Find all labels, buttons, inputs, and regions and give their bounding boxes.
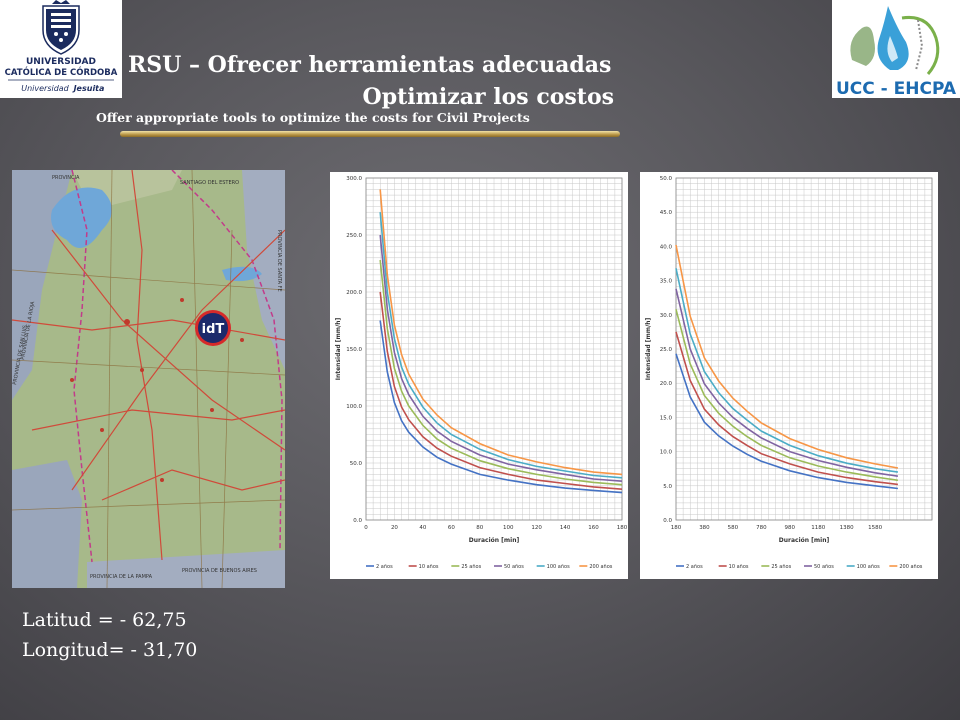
x-tick-label: 40 [419, 525, 426, 531]
x-tick-label: 180 [671, 525, 682, 531]
series-line-3 [379, 234, 623, 482]
series-line-2 [379, 260, 623, 486]
logo-line4: Jesuita [72, 84, 105, 93]
plot-frame [675, 177, 933, 521]
x-tick-label: 120 [531, 525, 542, 531]
legend-label-4: 100 años [857, 564, 880, 570]
map-label-santa-fe: PROVINCIA DE SANTA FE [276, 230, 282, 292]
series-line-5 [379, 189, 623, 476]
series-line-0 [675, 353, 898, 490]
x-tick-label: 780 [756, 525, 767, 531]
y-tick-label: 150.0 [346, 347, 362, 353]
map-label-buenos-aires: PROVINCIA DE BUENOS AIRES [182, 568, 257, 574]
ucc-university-logo: UNIVERSIDAD CATÓLICA DE CÓRDOBA Universi… [0, 0, 122, 98]
idt-marker-label: idT [202, 322, 225, 337]
x-tick-label: 160 [588, 525, 599, 531]
y-tick-label: 5.0 [663, 484, 672, 490]
y-tick-label: 0.0 [663, 518, 672, 524]
series-line-4 [675, 268, 899, 473]
x-axis-label: Duración [min] [469, 537, 520, 544]
y-tick-label: 0.0 [353, 518, 362, 524]
gold-divider [120, 131, 620, 137]
y-tick-label: 50.0 [350, 461, 363, 467]
map-label-la-pampa: PROVINCIA DE LA PAMPA [90, 574, 153, 580]
series-line-3 [675, 288, 899, 477]
y-tick-label: 45.0 [660, 210, 673, 216]
y-tick-label: 250.0 [346, 233, 362, 239]
ucc-shield-icon: UNIVERSIDAD CATÓLICA DE CÓRDOBA Universi… [5, 0, 118, 93]
x-tick-label: 580 [728, 525, 739, 531]
x-tick-label: 80 [476, 525, 483, 531]
legend-label-1: 10 años [419, 564, 439, 570]
series-line-2 [675, 309, 899, 482]
series-line-1 [675, 331, 898, 486]
y-tick-label: 15.0 [660, 415, 673, 421]
y-tick-label: 200.0 [346, 290, 362, 296]
x-tick-label: 1380 [840, 525, 854, 531]
legend-label-4: 100 años [547, 564, 570, 570]
legend-label-0: 2 años [376, 564, 393, 570]
y-tick-label: 100.0 [346, 404, 362, 410]
series-line-0 [379, 320, 623, 494]
legend-label-3: 50 años [814, 564, 834, 570]
series-line-1 [379, 291, 623, 490]
x-tick-label: 1580 [868, 525, 882, 531]
y-tick-label: 35.0 [660, 279, 673, 285]
x-tick-label: 380 [699, 525, 710, 531]
water-drop-icon: UCC - EHCPA [836, 6, 957, 99]
page-subtitle: Offer appropriate tools to optimize the … [96, 110, 530, 125]
legend-label-0: 2 años [686, 564, 703, 570]
legend-label-5: 200 años [899, 564, 922, 570]
y-tick-label: 40.0 [660, 244, 673, 250]
legend-label-1: 10 años [729, 564, 749, 570]
cordoba-road-map: PROVINCIA SANTIAGO DEL ESTERO PROVINCIA … [12, 170, 285, 588]
latitude-text: Latitud = - 62,75 [22, 609, 187, 631]
y-tick-label: 300.0 [346, 176, 362, 182]
x-tick-label: 1180 [811, 525, 825, 531]
idt-marker [198, 313, 228, 343]
series-line-4 [379, 212, 623, 479]
x-tick-label: 980 [785, 525, 796, 531]
legend-label-5: 200 años [589, 564, 612, 570]
map-label-santiago: SANTIAGO DEL ESTERO [180, 180, 239, 186]
logo-line2: CATÓLICA DE CÓRDOBA [5, 66, 118, 78]
series-line-5 [675, 244, 899, 469]
y-tick-label: 50.0 [660, 176, 673, 182]
logo-line3: Universidad [21, 84, 69, 93]
y-tick-label: 10.0 [660, 450, 673, 456]
y-axis-label: Intensidad [mm/h] [645, 317, 652, 380]
idf-chart-long: 0.0 5.0 10.0 15.0 20.0 25.0 30.0 35.0 40.0 45.0 50… [640, 172, 938, 579]
map-label-provincia: PROVINCIA [52, 175, 80, 181]
idf-chart-long-svg: 0.0 5.0 10.0 15.0 20.0 25.0 30.0 35.0 40.0 45.0 50… [645, 176, 933, 570]
y-tick-label: 25.0 [660, 347, 673, 353]
legend-label-2: 25 años [771, 564, 791, 570]
longitude-text: Longitud= - 31,70 [22, 639, 198, 661]
y-tick-label: 20.0 [660, 381, 673, 387]
logo-line1: UNIVERSIDAD [26, 57, 96, 67]
y-tick-label: 30.0 [660, 313, 673, 319]
logo-text: UCC - EHCPA [836, 79, 957, 98]
legend-label-2: 25 años [461, 564, 481, 570]
ehcpa-logo: UCC - EHCPA [832, 0, 960, 99]
x-tick-label: 20 [391, 525, 398, 531]
x-tick-label: 60 [448, 525, 455, 531]
x-tick-label: 140 [560, 525, 571, 531]
x-tick-label: 180 [617, 525, 628, 531]
x-tick-label: 0 [364, 525, 368, 531]
x-axis-label: Duración [min] [779, 537, 830, 544]
page-title-line2: Optimizar los costos [362, 84, 614, 110]
y-axis-label: Intensidad [mm/h] [335, 317, 342, 380]
x-tick-label: 100 [503, 525, 514, 531]
map-graphic: PROVINCIA SANTIAGO DEL ESTERO PROVINCIA … [12, 170, 285, 588]
page-title-line1: RSU – Ofrecer herramientas adecuadas [128, 52, 612, 78]
legend-label-3: 50 años [504, 564, 524, 570]
idf-chart-short-svg: 0.0 50.0 100.0 150.0 200.0 250.0 300.0 0 20 40 60 8… [335, 176, 628, 570]
idf-chart-short: 0.0 50.0 100.0 150.0 200.0 250.0 300.0 0 20 40 60 8… [330, 172, 628, 579]
plot-frame [365, 177, 623, 521]
